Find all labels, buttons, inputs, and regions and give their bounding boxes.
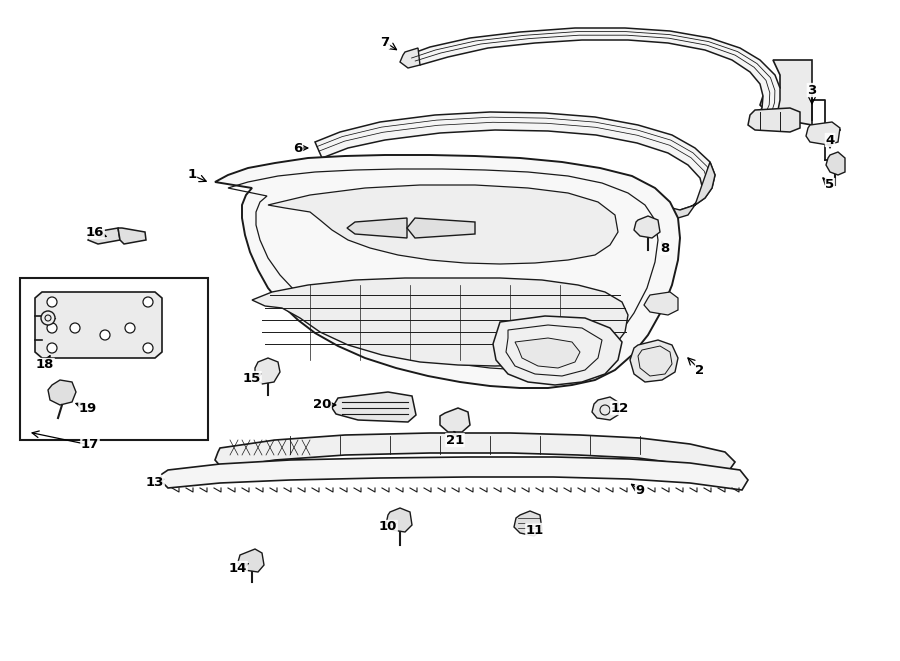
Polygon shape — [238, 549, 264, 572]
Polygon shape — [515, 338, 580, 368]
Circle shape — [100, 330, 110, 340]
Polygon shape — [748, 108, 800, 132]
Text: 4: 4 — [825, 134, 834, 147]
Text: 14: 14 — [229, 561, 248, 574]
Polygon shape — [826, 152, 845, 175]
Text: 12: 12 — [611, 401, 629, 414]
Circle shape — [143, 297, 153, 307]
Circle shape — [70, 323, 80, 333]
Text: 5: 5 — [825, 178, 834, 192]
Polygon shape — [760, 60, 812, 125]
Text: 1: 1 — [187, 169, 196, 182]
Text: 6: 6 — [293, 141, 302, 155]
Polygon shape — [118, 228, 146, 244]
Polygon shape — [347, 218, 407, 238]
Polygon shape — [88, 228, 120, 244]
Polygon shape — [332, 392, 416, 422]
Circle shape — [143, 343, 153, 353]
Circle shape — [47, 297, 57, 307]
Text: 18: 18 — [36, 358, 54, 371]
Polygon shape — [35, 292, 162, 358]
Text: 13: 13 — [146, 475, 164, 488]
Polygon shape — [630, 340, 678, 382]
Text: 19: 19 — [79, 401, 97, 414]
Circle shape — [47, 323, 57, 333]
Polygon shape — [493, 316, 622, 385]
Polygon shape — [386, 508, 412, 532]
Polygon shape — [634, 216, 660, 238]
Circle shape — [125, 323, 135, 333]
Text: 7: 7 — [381, 36, 390, 48]
Polygon shape — [408, 28, 780, 122]
Polygon shape — [407, 218, 475, 238]
Circle shape — [47, 343, 57, 353]
Text: 8: 8 — [661, 241, 670, 254]
Polygon shape — [644, 292, 678, 315]
Circle shape — [41, 311, 55, 325]
Polygon shape — [215, 155, 680, 388]
Polygon shape — [160, 457, 748, 490]
Text: 21: 21 — [446, 434, 464, 446]
Text: 10: 10 — [379, 520, 397, 533]
Polygon shape — [315, 112, 715, 213]
Text: 9: 9 — [635, 483, 644, 496]
Polygon shape — [806, 122, 840, 145]
Text: 15: 15 — [243, 371, 261, 385]
Text: 3: 3 — [807, 83, 816, 97]
Polygon shape — [255, 358, 280, 384]
Text: 17: 17 — [81, 438, 99, 451]
Polygon shape — [514, 511, 542, 536]
Polygon shape — [48, 380, 76, 405]
Polygon shape — [592, 397, 618, 420]
Text: 16: 16 — [86, 225, 104, 239]
Polygon shape — [215, 433, 735, 472]
Polygon shape — [268, 185, 618, 264]
Polygon shape — [658, 162, 715, 218]
Text: 2: 2 — [696, 364, 705, 377]
Polygon shape — [252, 278, 628, 366]
Text: 20: 20 — [313, 399, 331, 412]
FancyBboxPatch shape — [20, 278, 208, 440]
Polygon shape — [400, 48, 420, 68]
Text: 11: 11 — [526, 524, 544, 537]
Polygon shape — [440, 408, 470, 432]
